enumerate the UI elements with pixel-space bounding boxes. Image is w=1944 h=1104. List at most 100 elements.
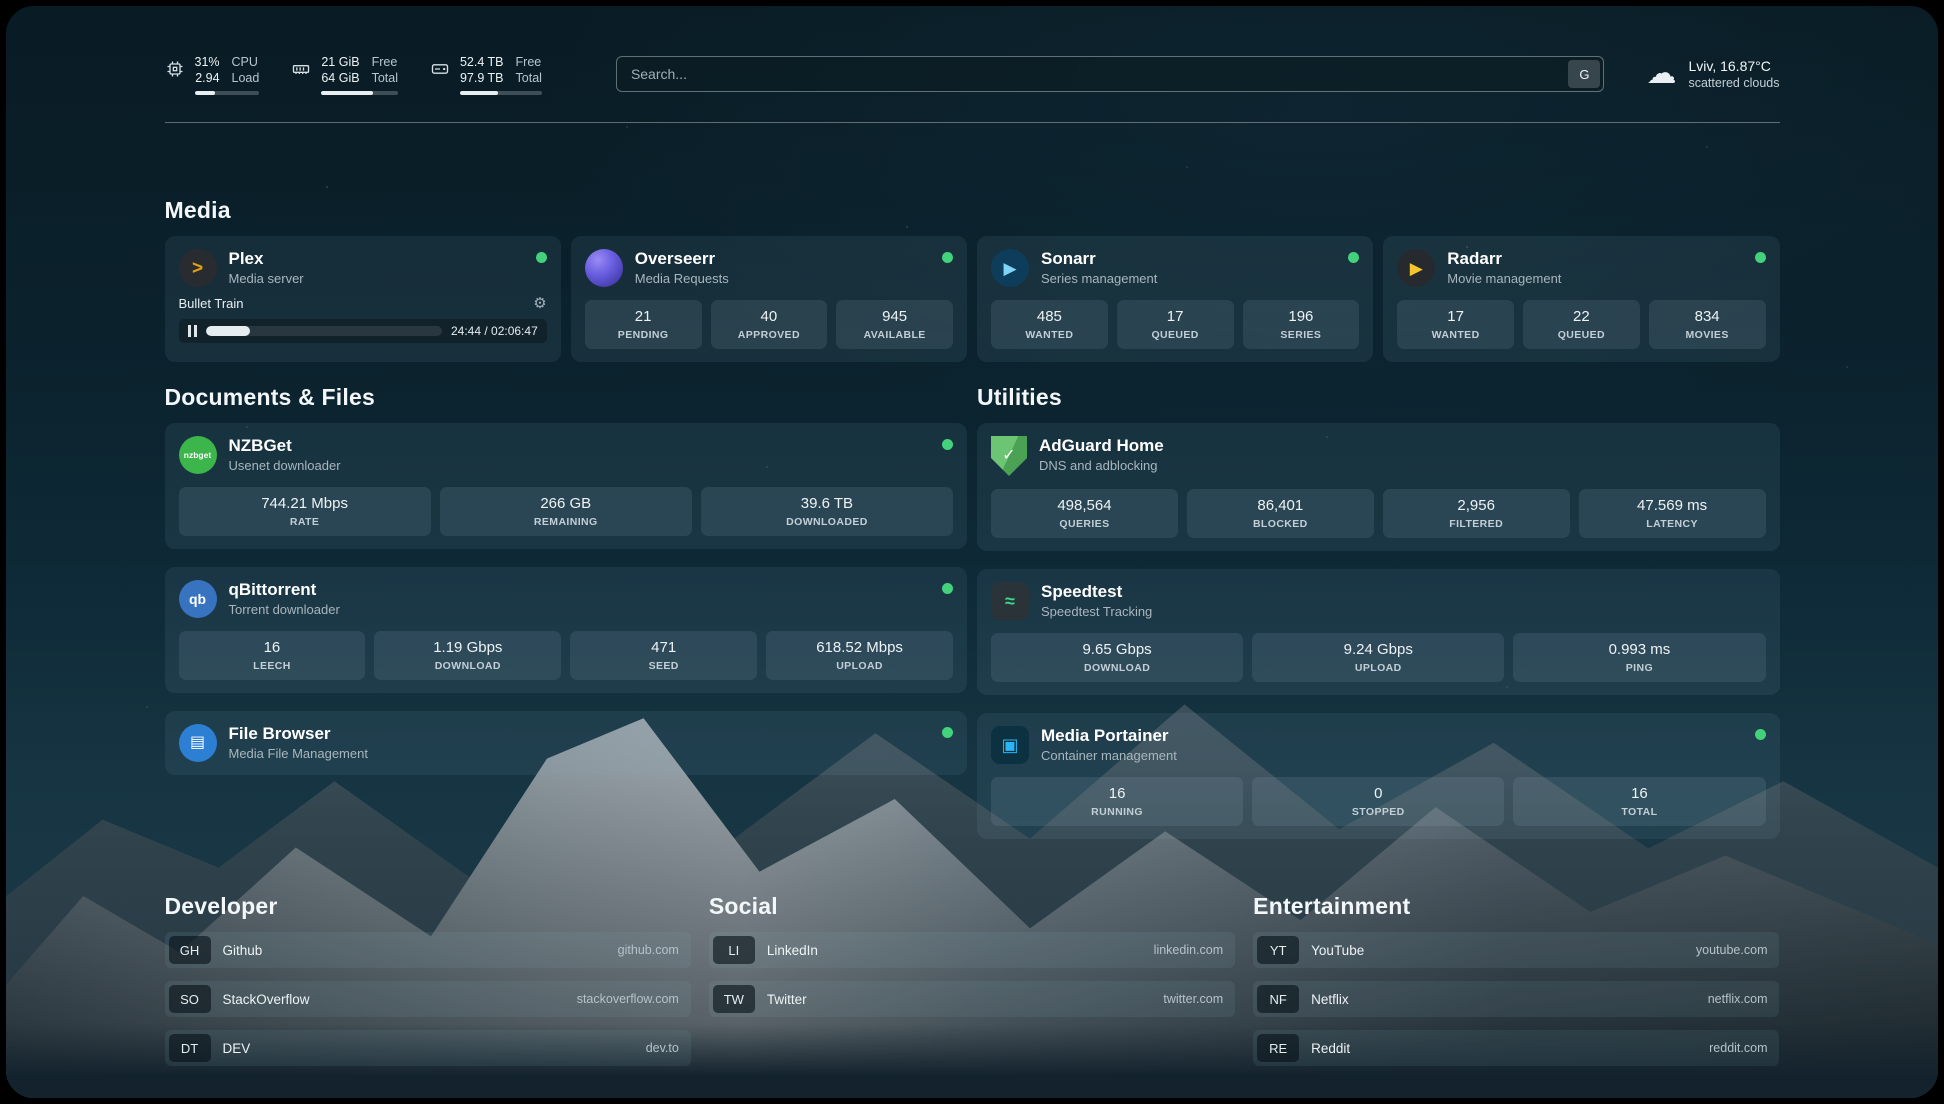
- qbittorrent-icon: qb: [179, 580, 217, 618]
- section-title-documents: Documents & Files: [165, 384, 968, 411]
- memory-free-label: Free: [372, 54, 398, 70]
- service-card-portainer[interactable]: ▣ Media Portainer Container management 1…: [977, 713, 1780, 839]
- stat-approved: 40 APPROVED: [711, 300, 828, 349]
- bookmark-netflix[interactable]: NF Netflix netflix.com: [1253, 981, 1779, 1017]
- bookmark-abbr: TW: [713, 985, 755, 1013]
- stat-queries: 498,564 QUERIES: [991, 489, 1178, 538]
- weather-widget: ☁ Lviv, 16.87°C scattered clouds: [1646, 58, 1779, 90]
- service-card-nzbget[interactable]: nzbget NZBGet Usenet downloader 744.21 M…: [165, 423, 968, 549]
- playback-progress-track[interactable]: [206, 326, 443, 336]
- dashboard-screen: 31% 2.94 CPU Load: [6, 6, 1938, 1098]
- bookmark-name: DEV: [223, 1041, 634, 1056]
- bookmark-url: youtube.com: [1696, 943, 1768, 957]
- search-provider-button[interactable]: G: [1568, 60, 1600, 88]
- radarr-icon: ▶: [1397, 249, 1435, 287]
- service-card-sonarr[interactable]: ▶ Sonarr Series management 485 WANTED 17…: [977, 236, 1373, 362]
- disk-progress-fill: [460, 91, 498, 95]
- disk-total-value: 97.9 TB: [460, 70, 504, 86]
- developer-column: Developer GH Github github.com SO StackO…: [165, 893, 691, 1079]
- cpu-progress-fill: [195, 91, 215, 95]
- bookmark-dev[interactable]: DT DEV dev.to: [165, 1030, 691, 1066]
- service-name: Sonarr: [1041, 249, 1157, 269]
- bookmark-name: Reddit: [1311, 1041, 1697, 1056]
- bookmark-url: stackoverflow.com: [577, 992, 679, 1006]
- memory-free-value: 21 GiB: [321, 54, 359, 70]
- service-card-adguard[interactable]: ✓ AdGuard Home DNS and adblocking 498,56…: [977, 423, 1780, 551]
- service-name: Overseerr: [635, 249, 729, 269]
- service-card-radarr[interactable]: ▶ Radarr Movie management 17 WANTED 22 Q…: [1383, 236, 1779, 362]
- section-title-utilities: Utilities: [977, 384, 1780, 411]
- disk-icon: [430, 59, 450, 79]
- bookmark-name: Github: [223, 943, 606, 958]
- header-divider: [165, 122, 1780, 123]
- stat-remaining: 266 GB REMAINING: [440, 487, 692, 536]
- stat-upload: 9.24 Gbps UPLOAD: [1252, 633, 1504, 682]
- section-title-developer: Developer: [165, 893, 691, 920]
- service-name: File Browser: [229, 724, 368, 744]
- stat-queued: 17 QUEUED: [1117, 300, 1234, 349]
- memory-total-value: 64 GiB: [321, 70, 359, 86]
- bookmark-abbr: GH: [169, 936, 211, 964]
- status-dot: [942, 252, 953, 263]
- disk-free-value: 52.4 TB: [460, 54, 504, 70]
- bookmark-url: dev.to: [646, 1041, 679, 1055]
- service-card-overseerr[interactable]: Overseerr Media Requests 21 PENDING 40 A…: [571, 236, 967, 362]
- stat-queued: 22 QUEUED: [1523, 300, 1640, 349]
- bookmark-abbr: YT: [1257, 936, 1299, 964]
- cpu-load-value: 2.94: [195, 70, 219, 86]
- now-playing-title: Bullet Train: [179, 296, 244, 311]
- stat-rate: 744.21 Mbps RATE: [179, 487, 431, 536]
- service-card-speedtest[interactable]: ≈ Speedtest Speedtest Tracking 9.65 Gbps…: [977, 569, 1780, 695]
- service-card-plex[interactable]: > Plex Media server Bullet Train ⚙: [165, 236, 561, 362]
- cpu-load-label: Load: [232, 70, 260, 86]
- bookmark-github[interactable]: GH Github github.com: [165, 932, 691, 968]
- service-name: Media Portainer: [1041, 726, 1177, 746]
- memory-icon: [291, 59, 311, 79]
- service-name: AdGuard Home: [1039, 436, 1164, 456]
- bookmark-stackoverflow[interactable]: SO StackOverflow stackoverflow.com: [165, 981, 691, 1017]
- playback-progress-fill: [206, 326, 251, 336]
- disk-stats: 52.4 TB 97.9 TB Free Total: [460, 54, 542, 95]
- stat-series: 196 SERIES: [1243, 300, 1360, 349]
- top-bar: 31% 2.94 CPU Load: [165, 46, 1780, 102]
- bookmark-youtube[interactable]: YT YouTube youtube.com: [1253, 932, 1779, 968]
- plex-player-bar: 24:44 / 02:06:47: [179, 319, 547, 343]
- stat-downloaded: 39.6 TB DOWNLOADED: [701, 487, 953, 536]
- status-dot: [1755, 252, 1766, 263]
- search-input[interactable]: [616, 56, 1605, 92]
- search-bar: G: [616, 56, 1605, 92]
- stat-total: 16 TOTAL: [1513, 777, 1765, 826]
- pause-button[interactable]: [188, 325, 197, 337]
- service-card-qbittorrent[interactable]: qb qBittorrent Torrent downloader 16 LEE…: [165, 567, 968, 693]
- memory-widget: 21 GiB 64 GiB Free Total: [291, 54, 398, 95]
- bookmark-abbr: LI: [713, 936, 755, 964]
- bookmarks-grid: Developer GH Github github.com SO StackO…: [165, 893, 1780, 1079]
- cpu-progress-bar: [195, 91, 260, 95]
- nzbget-icon: nzbget: [179, 436, 217, 474]
- gear-icon[interactable]: ⚙: [533, 296, 546, 311]
- bookmark-twitter[interactable]: TW Twitter twitter.com: [709, 981, 1235, 1017]
- status-dot: [536, 252, 547, 263]
- bookmark-name: Twitter: [767, 992, 1152, 1007]
- cloud-icon: ☁: [1646, 59, 1676, 89]
- service-card-filebrowser[interactable]: ▤ File Browser Media File Management: [165, 711, 968, 775]
- cpu-percent: 31%: [195, 54, 220, 70]
- disk-total-label: Total: [516, 70, 542, 86]
- memory-stats: 21 GiB 64 GiB Free Total: [321, 54, 398, 95]
- disk-widget: 52.4 TB 97.9 TB Free Total: [430, 54, 542, 95]
- disk-free-label: Free: [516, 54, 542, 70]
- stat-blocked: 86,401 BLOCKED: [1187, 489, 1374, 538]
- service-desc: Container management: [1041, 748, 1177, 763]
- adguard-icon: ✓: [991, 436, 1027, 476]
- bookmark-abbr: DT: [169, 1034, 211, 1062]
- status-dot: [942, 439, 953, 450]
- overseerr-icon: [585, 249, 623, 287]
- service-desc: Series management: [1041, 271, 1157, 286]
- bookmark-reddit[interactable]: RE Reddit reddit.com: [1253, 1030, 1779, 1066]
- bookmark-abbr: SO: [169, 985, 211, 1013]
- bookmark-name: LinkedIn: [767, 943, 1142, 958]
- bookmark-linkedin[interactable]: LI LinkedIn linkedin.com: [709, 932, 1235, 968]
- bookmark-url: linkedin.com: [1154, 943, 1223, 957]
- stat-wanted: 17 WANTED: [1397, 300, 1514, 349]
- bookmark-name: Netflix: [1311, 992, 1696, 1007]
